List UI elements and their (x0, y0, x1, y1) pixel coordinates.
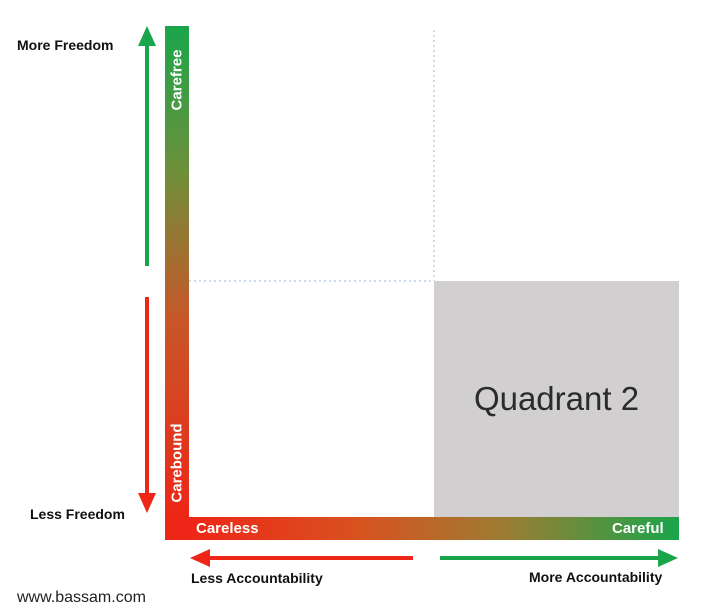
axis-corner (165, 517, 189, 540)
carebound-label: Carebound (168, 423, 186, 503)
less-accountability-label: Less Accountability (191, 570, 323, 586)
carefree-label: Carefree (168, 49, 186, 111)
quadrant-label: Quadrant 2 (473, 380, 640, 417)
right-arrow-icon (440, 549, 678, 567)
freedom-axis-bar (165, 26, 189, 517)
left-arrow-icon (190, 549, 413, 567)
accountability-axis-bar (189, 517, 679, 540)
up-arrow-icon (138, 26, 156, 266)
careful-label: Careful (612, 520, 664, 537)
website-watermark: www.bassam.com (17, 589, 146, 606)
careless-label: Careless (196, 520, 259, 537)
down-arrow-icon (138, 297, 156, 513)
less-freedom-label: Less Freedom (30, 506, 125, 522)
quadrant-2-box: Quadrant 2 (434, 281, 679, 517)
more-accountability-label: More Accountability (529, 569, 663, 585)
more-freedom-label: More Freedom (17, 37, 114, 53)
